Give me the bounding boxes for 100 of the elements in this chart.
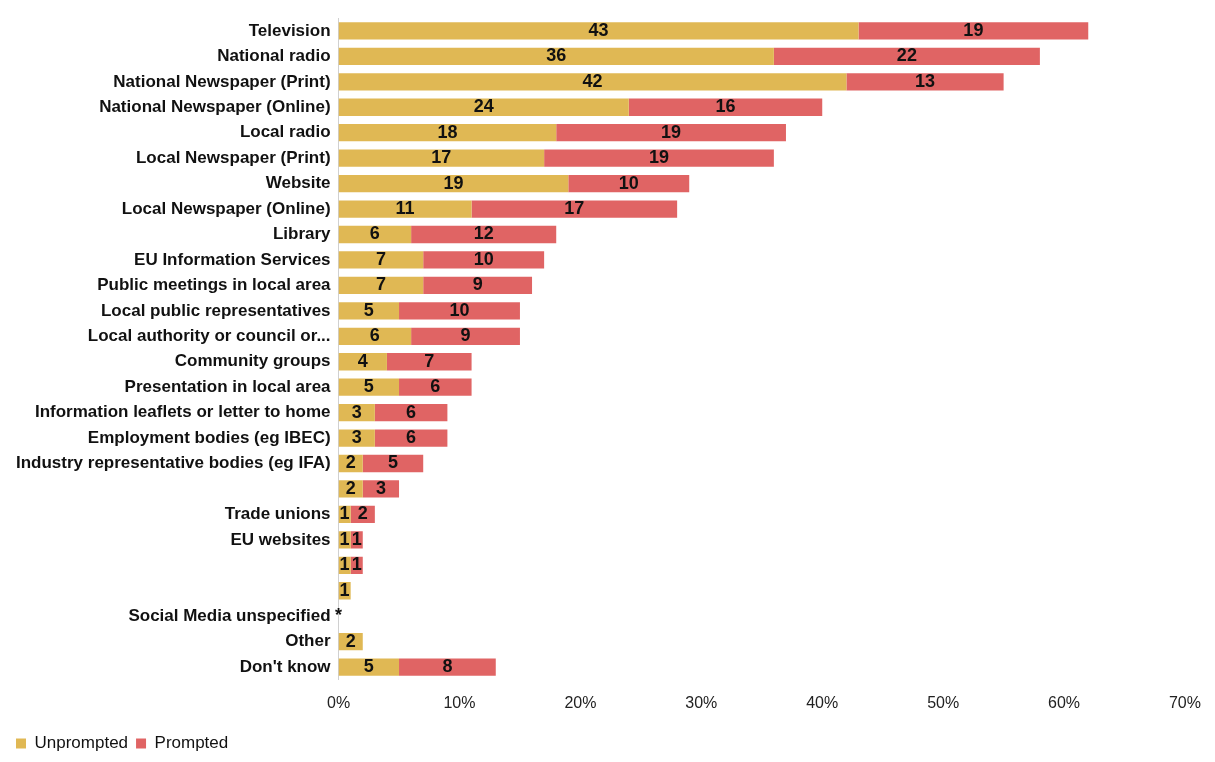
data-label: 9 bbox=[460, 325, 471, 346]
x-tick-label: 50% bbox=[927, 693, 960, 711]
bar bbox=[568, 174, 690, 193]
x-tick-label: 0% bbox=[327, 693, 351, 711]
y-tick-label: Local radio bbox=[239, 122, 331, 142]
bar bbox=[374, 429, 448, 447]
bar bbox=[773, 47, 1040, 66]
y-tick-label: National radio bbox=[217, 46, 331, 66]
data-label: 5 bbox=[363, 376, 374, 397]
data-label: 10 bbox=[449, 299, 470, 320]
data-label: 43 bbox=[588, 19, 609, 40]
data-label: 22 bbox=[896, 45, 917, 66]
bar bbox=[338, 149, 545, 167]
data-label: 19 bbox=[648, 147, 670, 168]
data-label: 17 bbox=[564, 198, 585, 219]
legend-label: Unprompted bbox=[34, 733, 129, 753]
data-label: 2 bbox=[345, 630, 356, 651]
bar bbox=[411, 225, 557, 244]
bar bbox=[338, 658, 400, 676]
bar bbox=[386, 353, 472, 371]
data-label: 1 bbox=[339, 528, 350, 549]
bar bbox=[399, 378, 472, 396]
data-label: 6 bbox=[406, 401, 417, 422]
bar bbox=[338, 251, 424, 269]
x-tick-label: 20% bbox=[564, 693, 597, 711]
y-tick-label: Trade unions bbox=[224, 504, 331, 524]
data-label: 13 bbox=[915, 70, 936, 91]
y-tick-label: Library bbox=[272, 224, 332, 244]
data-label: 2 bbox=[345, 452, 356, 473]
data-label: 3 bbox=[351, 401, 362, 422]
data-label: 1 bbox=[351, 528, 362, 549]
y-tick-label: Other bbox=[285, 631, 331, 651]
data-label: 19 bbox=[443, 172, 464, 193]
bar bbox=[338, 200, 472, 218]
y-tick-label: National Newspaper (Online) bbox=[99, 96, 331, 116]
data-label: 11 bbox=[395, 198, 415, 219]
data-label: 1 bbox=[339, 554, 350, 575]
bar bbox=[399, 658, 496, 676]
data-label: 42 bbox=[582, 70, 603, 91]
bar bbox=[846, 73, 1004, 91]
data-label: 2 bbox=[357, 503, 368, 524]
data-label: 7 bbox=[375, 248, 386, 269]
y-tick-label: Employment bodies (eg IBEC) bbox=[87, 427, 331, 447]
y-tick-label: Don't know bbox=[239, 656, 332, 676]
y-tick-label: Public meetings in local area bbox=[97, 275, 332, 295]
data-label: 3 bbox=[351, 427, 362, 448]
data-label: * bbox=[335, 605, 343, 626]
bar bbox=[338, 327, 412, 345]
bar bbox=[338, 276, 424, 295]
data-label: 4 bbox=[357, 350, 368, 371]
data-label: 16 bbox=[715, 96, 736, 117]
bar bbox=[471, 200, 678, 218]
data-label: 6 bbox=[430, 376, 441, 397]
y-tick-label: Local public representatives bbox=[100, 300, 331, 320]
y-tick-label: Local authority or council or... bbox=[87, 325, 331, 345]
bar bbox=[338, 98, 629, 116]
y-tick-label: EU Information Services bbox=[134, 249, 331, 269]
bar bbox=[411, 327, 520, 345]
data-label: 5 bbox=[387, 452, 398, 473]
data-label: 19 bbox=[963, 19, 984, 40]
data-label: 10 bbox=[618, 172, 639, 193]
y-tick-label: Community groups bbox=[174, 351, 331, 371]
data-label: 1 bbox=[339, 503, 350, 524]
y-tick-label: Industry representative bodies (eg IFA) bbox=[16, 453, 331, 473]
bar bbox=[338, 174, 569, 193]
data-label: 18 bbox=[437, 121, 458, 142]
y-tick-label: Presentation in local area bbox=[124, 376, 332, 396]
data-label: 3 bbox=[375, 477, 386, 498]
bar bbox=[338, 47, 774, 66]
x-tick-label: 60% bbox=[1048, 693, 1081, 711]
data-label: 12 bbox=[473, 223, 494, 244]
data-label: 8 bbox=[442, 656, 453, 677]
data-label: 1 bbox=[351, 554, 362, 575]
data-label: 6 bbox=[406, 427, 417, 448]
bar bbox=[556, 124, 786, 142]
bar bbox=[544, 149, 774, 167]
x-tick-label: 30% bbox=[685, 693, 718, 711]
data-label: 6 bbox=[369, 325, 380, 346]
data-label: 24 bbox=[473, 96, 494, 117]
bar bbox=[423, 276, 533, 295]
y-tick-label: Information leaflets or letter to home bbox=[34, 402, 331, 422]
y-tick-label: Website bbox=[265, 173, 331, 193]
bar bbox=[423, 251, 545, 269]
data-label: 19 bbox=[661, 121, 682, 142]
bar bbox=[628, 98, 823, 116]
legend-label: Prompted bbox=[154, 733, 229, 753]
y-tick-label: Social Media unspecified bbox=[128, 605, 331, 625]
bar bbox=[338, 124, 557, 142]
data-label: 2 bbox=[345, 477, 356, 498]
y-tick-label: National Newspaper (Print) bbox=[113, 71, 331, 91]
data-label: 5 bbox=[363, 656, 374, 677]
data-label: 36 bbox=[546, 45, 567, 66]
y-tick-label: Television bbox=[248, 20, 331, 40]
bar bbox=[338, 225, 412, 244]
y-tick-label: EU websites bbox=[230, 529, 331, 549]
x-tick-label: 70% bbox=[1168, 693, 1201, 711]
data-label: 6 bbox=[369, 223, 380, 244]
data-label: 5 bbox=[363, 299, 374, 320]
x-tick-label: 40% bbox=[806, 693, 839, 711]
data-label: 7 bbox=[424, 350, 435, 371]
